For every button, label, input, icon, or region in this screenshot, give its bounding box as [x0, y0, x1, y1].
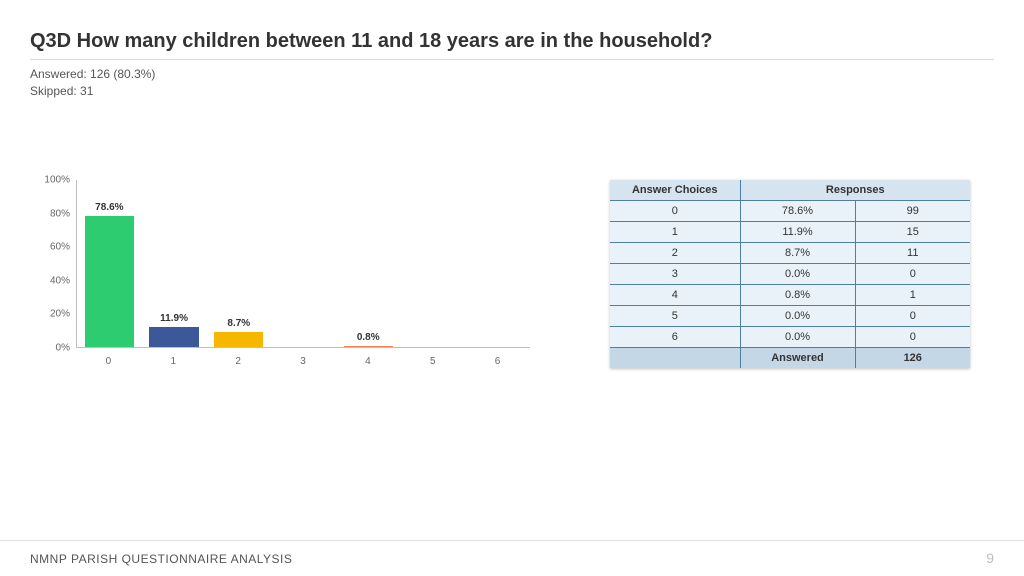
cell-pct: 0.0%	[740, 264, 855, 285]
table-footer-empty	[610, 348, 740, 369]
bar-value-label: 8.7%	[206, 318, 271, 329]
cell-choice: 6	[610, 327, 740, 348]
cell-count: 1	[855, 285, 970, 306]
table-row: 40.8%1	[610, 285, 970, 306]
bar-column: 11.9%	[142, 180, 207, 347]
cell-choice: 4	[610, 285, 740, 306]
question-title: Q3D How many children between 11 and 18 …	[30, 30, 994, 60]
y-axis-label: 40%	[30, 275, 70, 286]
cell-choice: 1	[610, 222, 740, 243]
bar-value-label: 78.6%	[77, 202, 142, 213]
x-axis-label: 0	[76, 352, 141, 370]
cell-count: 11	[855, 243, 970, 264]
footer-text: NMNP PARISH QUESTIONNAIRE ANALYSIS	[30, 552, 292, 566]
bar-column	[401, 180, 466, 347]
cell-choice: 2	[610, 243, 740, 264]
bar-column	[465, 180, 530, 347]
x-axis-label: 5	[400, 352, 465, 370]
bar	[214, 332, 263, 347]
table-row: 28.7%11	[610, 243, 970, 264]
bar-column: 8.7%	[206, 180, 271, 347]
table-header-choices: Answer Choices	[610, 180, 740, 201]
responses-table: Answer ChoicesResponses078.6%99111.9%152…	[610, 180, 970, 368]
bar-value-label: 11.9%	[142, 313, 207, 324]
cell-choice: 3	[610, 264, 740, 285]
bar-column: 78.6%	[77, 180, 142, 347]
y-axis-label: 0%	[30, 343, 70, 354]
cell-pct: 0.0%	[740, 306, 855, 327]
bar-column: 0.8%	[336, 180, 401, 347]
table-footer-label: Answered	[740, 348, 855, 369]
table-row: 50.0%0	[610, 306, 970, 327]
slide: Q3D How many children between 11 and 18 …	[0, 0, 1024, 576]
page-number: 9	[986, 550, 994, 566]
x-axis-labels: 0123456	[76, 352, 530, 370]
cell-choice: 5	[610, 306, 740, 327]
bar-chart: 0%20%40%60%80%100%78.6%11.9%8.7%0.8%0123…	[30, 180, 530, 370]
x-axis-label: 2	[206, 352, 271, 370]
cell-pct: 0.8%	[740, 285, 855, 306]
y-axis-label: 20%	[30, 309, 70, 320]
content-row: 0%20%40%60%80%100%78.6%11.9%8.7%0.8%0123…	[30, 180, 994, 370]
bar	[85, 216, 134, 347]
table-row: 30.0%0	[610, 264, 970, 285]
bar-value-label: 0.8%	[336, 332, 401, 343]
table-row: 60.0%0	[610, 327, 970, 348]
cell-count: 0	[855, 264, 970, 285]
bars-container: 78.6% 11.9%8.7% 0.8%	[77, 180, 530, 347]
y-axis-label: 60%	[30, 242, 70, 253]
cell-pct: 11.9%	[740, 222, 855, 243]
cell-pct: 0.0%	[740, 327, 855, 348]
responses-table-wrap: Answer ChoicesResponses078.6%99111.9%152…	[610, 180, 970, 370]
bar-column	[271, 180, 336, 347]
cell-count: 0	[855, 306, 970, 327]
cell-choice: 0	[610, 201, 740, 222]
y-axis-label: 100%	[30, 175, 70, 186]
cell-count: 99	[855, 201, 970, 222]
bar	[149, 327, 198, 347]
cell-pct: 78.6%	[740, 201, 855, 222]
cell-count: 0	[855, 327, 970, 348]
x-axis-label: 6	[465, 352, 530, 370]
x-axis-label: 3	[271, 352, 336, 370]
x-axis-label: 1	[141, 352, 206, 370]
response-meta: Answered: 126 (80.3%) Skipped: 31	[30, 66, 994, 101]
plot-area: 78.6% 11.9%8.7% 0.8%	[76, 180, 530, 348]
cell-count: 15	[855, 222, 970, 243]
y-axis-label: 80%	[30, 208, 70, 219]
table-row: 078.6%99	[610, 201, 970, 222]
table-header-responses: Responses	[740, 180, 970, 201]
table-footer-value: 126	[855, 348, 970, 369]
bar	[344, 346, 393, 347]
footer: NMNP PARISH QUESTIONNAIRE ANALYSIS 9	[0, 540, 1024, 576]
answered-line: Answered: 126 (80.3%)	[30, 66, 994, 83]
x-axis-label: 4	[335, 352, 400, 370]
table-row: 111.9%15	[610, 222, 970, 243]
cell-pct: 8.7%	[740, 243, 855, 264]
skipped-line: Skipped: 31	[30, 83, 994, 100]
